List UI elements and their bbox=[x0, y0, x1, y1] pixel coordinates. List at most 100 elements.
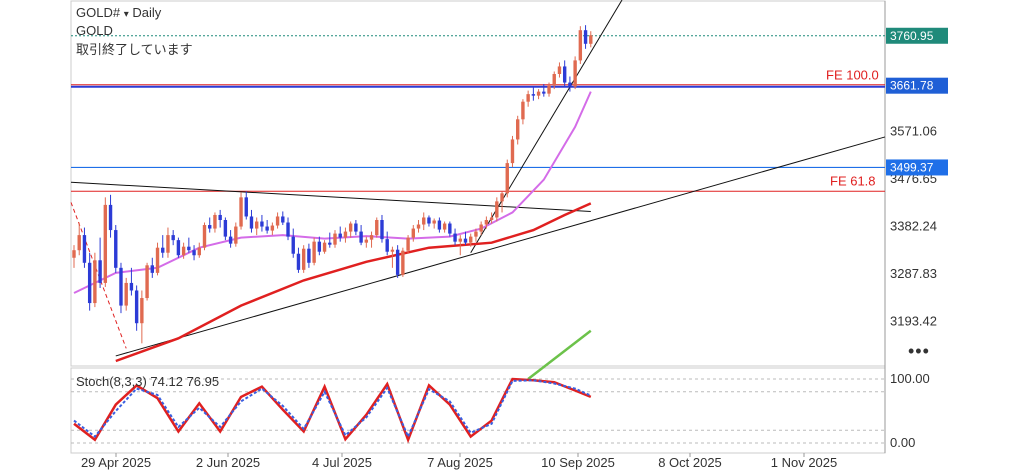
candle-body bbox=[270, 225, 275, 231]
candle-body bbox=[568, 82, 572, 87]
candle-body bbox=[536, 91, 541, 96]
candle-body bbox=[275, 216, 280, 226]
candle-body bbox=[474, 231, 478, 237]
candle-body bbox=[343, 231, 348, 238]
candle-body bbox=[395, 249, 400, 275]
trend-lines[interactable] bbox=[70, 0, 886, 380]
candle-body bbox=[192, 250, 196, 256]
candle-body bbox=[145, 265, 149, 299]
candle-body bbox=[134, 290, 139, 324]
candle-body bbox=[573, 60, 577, 87]
moving-averages bbox=[73, 91, 592, 363]
candle-body bbox=[458, 238, 462, 242]
candle-body bbox=[552, 74, 556, 86]
more-options-icon[interactable]: ••• bbox=[908, 341, 930, 361]
candle-body bbox=[416, 224, 421, 229]
time-axis: 29 Apr 2025 2 Jun 2025 4 Jul 2025 7 Aug 202… bbox=[81, 453, 837, 470]
candle-body bbox=[72, 250, 76, 258]
candle-body bbox=[213, 214, 217, 229]
time-tick-label: 10 Sep 2025 bbox=[541, 455, 615, 470]
candle-body bbox=[239, 197, 243, 227]
candle-body bbox=[531, 94, 536, 96]
candle-body bbox=[301, 248, 306, 270]
upper-trendline bbox=[70, 181, 591, 212]
candle-body bbox=[93, 260, 97, 304]
candle-body bbox=[181, 246, 186, 256]
candle-body bbox=[484, 220, 489, 225]
candle-body bbox=[202, 225, 207, 248]
candle-body bbox=[380, 220, 384, 240]
candle-body bbox=[150, 265, 154, 273]
level-tag-label: 3499.37 bbox=[890, 160, 934, 174]
candle-body bbox=[489, 217, 494, 220]
candle-body bbox=[307, 248, 311, 263]
candle-body bbox=[510, 139, 515, 164]
candle-body bbox=[317, 241, 322, 252]
candle-body bbox=[82, 235, 87, 263]
candle-body bbox=[583, 30, 588, 44]
candle-body bbox=[469, 236, 473, 243]
candle-body bbox=[385, 239, 389, 252]
ma-fast-line bbox=[73, 91, 592, 294]
candle-body bbox=[338, 233, 342, 238]
current-price-tag bbox=[886, 27, 948, 44]
fe100-tag bbox=[886, 77, 948, 94]
green-annotation-line bbox=[527, 329, 592, 380]
candle-body bbox=[432, 220, 436, 224]
candle-body bbox=[442, 223, 447, 230]
candle-body bbox=[516, 119, 520, 140]
candle-body bbox=[187, 246, 191, 251]
price-tick-label: 3382.24 bbox=[890, 218, 937, 233]
stoch-d-line bbox=[73, 379, 592, 440]
steep-trendline bbox=[470, 0, 623, 253]
time-tick-label: 1 Nov 2025 bbox=[771, 455, 838, 470]
candle-body bbox=[328, 242, 332, 245]
candle-body bbox=[166, 235, 170, 253]
candle-body bbox=[557, 66, 562, 74]
candle-body bbox=[505, 163, 509, 194]
candle-body bbox=[244, 197, 248, 217]
candle-body bbox=[437, 220, 442, 230]
candle-body bbox=[140, 298, 144, 324]
candle-body bbox=[369, 235, 374, 240]
candle-body bbox=[265, 226, 269, 231]
price-tick-label: 3193.42 bbox=[890, 313, 937, 328]
fe100-label: FE 100.0 bbox=[826, 68, 879, 83]
chart-header[interactable]: GOLD# ▾ Daily bbox=[76, 5, 161, 20]
candle-body bbox=[448, 223, 452, 234]
chevron-down-icon[interactable]: ▾ bbox=[123, 9, 129, 20]
lower-trendline bbox=[115, 136, 886, 357]
timeframe-label[interactable]: Daily bbox=[132, 5, 162, 20]
candle-body bbox=[249, 216, 254, 229]
candle-body bbox=[364, 239, 369, 243]
candle-body bbox=[234, 226, 238, 244]
time-tick-label: 4 Jul 2025 bbox=[312, 455, 372, 470]
candle-body bbox=[578, 30, 583, 61]
candle-body bbox=[218, 214, 222, 220]
candle-body bbox=[161, 247, 165, 253]
candle-body bbox=[542, 91, 546, 94]
candle-body bbox=[108, 204, 113, 231]
candle-body bbox=[124, 282, 128, 306]
time-tick-label: 8 Oct 2025 bbox=[658, 455, 722, 470]
candle-body bbox=[427, 217, 431, 224]
candle-body bbox=[333, 233, 337, 245]
candle-body bbox=[87, 262, 92, 304]
horizontal-levels[interactable]: FE 100.0 FE 61.8 bbox=[71, 35, 885, 192]
candle-body bbox=[176, 240, 181, 256]
symbol-label[interactable]: GOLD# bbox=[76, 5, 121, 20]
candle-body bbox=[296, 253, 301, 270]
candle-body bbox=[526, 94, 530, 102]
candle-body bbox=[228, 236, 233, 244]
candle-body bbox=[286, 222, 290, 237]
fe100-tag-label: 3661.78 bbox=[890, 79, 934, 93]
candle-body bbox=[155, 247, 160, 273]
candle-body bbox=[411, 228, 415, 238]
candle-body bbox=[208, 225, 212, 229]
candle-body bbox=[260, 221, 264, 227]
candle-body bbox=[291, 236, 295, 254]
candle-body bbox=[547, 85, 551, 94]
candle-body bbox=[197, 247, 201, 256]
time-tick-label: 2 Jun 2025 bbox=[196, 455, 260, 470]
